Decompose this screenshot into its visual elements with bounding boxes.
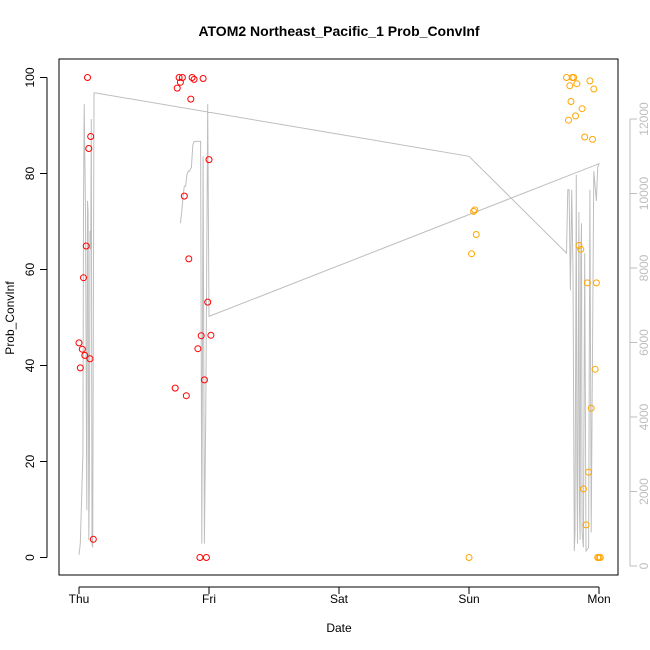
data-point-orange	[592, 279, 600, 287]
data-point-red	[204, 298, 212, 306]
point-layer	[75, 74, 604, 561]
y-axis-label: Prob_ConvInf	[3, 281, 17, 355]
data-point-orange	[590, 85, 598, 93]
data-point-orange	[567, 98, 575, 105]
data-point-red	[187, 95, 195, 103]
data-point-red	[171, 384, 179, 392]
data-point-red	[80, 274, 87, 282]
left-tick-label: 100	[23, 67, 37, 87]
data-point-red	[82, 242, 90, 250]
data-point-orange	[586, 77, 594, 85]
right-tick-label: 2000	[637, 478, 650, 505]
data-point-orange	[575, 242, 583, 249]
data-point-orange	[578, 105, 586, 113]
data-point-red	[185, 255, 193, 263]
data-point-orange	[589, 135, 596, 143]
left-axis: 0 20 40 60 80 100	[23, 67, 48, 561]
data-point-orange	[566, 82, 574, 90]
right-tick-label: 12000	[637, 102, 650, 136]
x-tick-label-fri: Fri	[202, 592, 216, 606]
x-tick-label-mon: Mon	[587, 592, 610, 606]
data-point-red	[188, 74, 196, 81]
data-point-orange	[470, 207, 478, 215]
bottom-axis: Thu Fri Sat Sun Mon	[69, 586, 611, 606]
left-tick-label: 60	[23, 263, 37, 277]
data-point-red	[87, 133, 95, 140]
data-point-orange	[577, 245, 585, 253]
right-tick-label: 8000	[637, 254, 650, 281]
data-point-red	[173, 84, 181, 92]
data-point-orange	[587, 404, 595, 412]
data-point-red	[199, 75, 207, 82]
data-point-orange	[468, 250, 476, 258]
data-point-red	[205, 156, 213, 164]
data-point-red	[196, 554, 204, 561]
left-tick-label: 20	[23, 455, 37, 469]
x-tick-label-thu: Thu	[69, 592, 90, 606]
data-point-red	[75, 339, 83, 347]
data-point-orange	[582, 521, 590, 529]
data-point-red	[175, 74, 183, 81]
data-point-orange	[570, 74, 578, 81]
left-tick-label: 80	[23, 167, 37, 181]
right-tick-label: 10000	[637, 176, 650, 210]
data-point-orange	[471, 206, 479, 214]
data-point-red	[89, 535, 97, 543]
data-point-orange	[565, 116, 572, 124]
left-tick-label: 0	[23, 554, 37, 561]
data-point-orange	[573, 80, 581, 88]
data-point-red	[180, 192, 188, 200]
data-point-orange	[591, 365, 599, 373]
data-point-red	[197, 332, 205, 340]
right-tick-label: 4000	[637, 403, 650, 430]
data-point-red	[84, 74, 91, 81]
x-tick-label-sun: Sun	[458, 592, 479, 606]
data-point-red	[194, 345, 202, 353]
data-point-red	[78, 345, 86, 353]
line-layer	[78, 92, 600, 555]
data-point-red	[81, 351, 89, 359]
data-point-orange	[596, 554, 604, 561]
data-point-red	[182, 392, 190, 400]
data-point-red	[207, 331, 215, 339]
data-point-red	[86, 355, 94, 363]
chart-title: ATOM2 Northeast_Pacific_1 Prob_ConvInf	[198, 23, 479, 39]
data-point-red	[202, 554, 210, 561]
data-point-red	[76, 364, 84, 372]
data-point-orange	[583, 279, 591, 287]
data-point-orange	[572, 112, 580, 120]
series-line-gray	[78, 92, 600, 555]
data-point-orange	[563, 74, 570, 81]
data-point-orange	[585, 468, 593, 476]
data-point-orange	[472, 231, 480, 238]
right-tick-label: 0	[637, 562, 650, 569]
x-axis-label: Date	[326, 621, 352, 635]
data-point-red	[85, 145, 93, 152]
left-tick-label: 40	[23, 359, 37, 373]
x-tick-label-sat: Sat	[330, 592, 349, 606]
data-point-red	[178, 74, 186, 81]
right-tick-label: 6000	[637, 329, 650, 356]
data-point-orange	[579, 485, 587, 493]
data-point-red	[190, 75, 198, 83]
plot-frame	[58, 58, 619, 576]
data-point-orange	[465, 554, 473, 561]
right-axis: 0 2000 4000 6000 8000 10000 12000	[629, 102, 650, 569]
data-point-orange	[581, 133, 589, 141]
data-point-red	[200, 376, 208, 384]
